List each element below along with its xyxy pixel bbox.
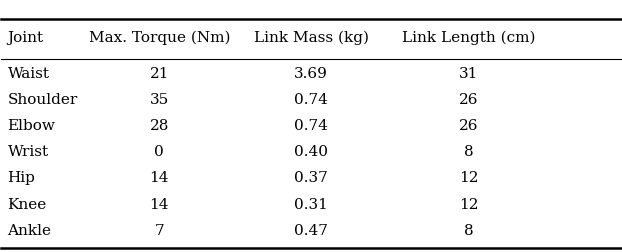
Text: 7: 7	[154, 224, 164, 238]
Text: 31: 31	[459, 67, 478, 81]
Text: 8: 8	[464, 224, 474, 238]
Text: 0.47: 0.47	[294, 224, 328, 238]
Text: Waist: Waist	[7, 67, 50, 81]
Text: Knee: Knee	[7, 198, 47, 211]
Text: 8: 8	[464, 145, 474, 159]
Text: 35: 35	[150, 93, 169, 107]
Text: Hip: Hip	[7, 171, 35, 185]
Text: 0.74: 0.74	[294, 93, 328, 107]
Text: 3.69: 3.69	[294, 67, 328, 81]
Text: 26: 26	[459, 93, 479, 107]
Text: Joint: Joint	[7, 30, 44, 45]
Text: 12: 12	[459, 171, 479, 185]
Text: Ankle: Ankle	[7, 224, 52, 238]
Text: Max. Torque (Nm): Max. Torque (Nm)	[88, 30, 230, 45]
Text: 26: 26	[459, 119, 479, 133]
Text: 14: 14	[149, 198, 169, 211]
Text: 0.31: 0.31	[294, 198, 328, 211]
Text: 28: 28	[150, 119, 169, 133]
Text: Link Length (cm): Link Length (cm)	[402, 30, 536, 45]
Text: 0.74: 0.74	[294, 119, 328, 133]
Text: 0.37: 0.37	[294, 171, 328, 185]
Text: Wrist: Wrist	[7, 145, 49, 159]
Text: 0: 0	[154, 145, 164, 159]
Text: 12: 12	[459, 198, 479, 211]
Text: 14: 14	[149, 171, 169, 185]
Text: 21: 21	[149, 67, 169, 81]
Text: Link Mass (kg): Link Mass (kg)	[254, 30, 368, 45]
Text: Shoulder: Shoulder	[7, 93, 78, 107]
Text: Elbow: Elbow	[7, 119, 55, 133]
Text: 0.40: 0.40	[294, 145, 328, 159]
